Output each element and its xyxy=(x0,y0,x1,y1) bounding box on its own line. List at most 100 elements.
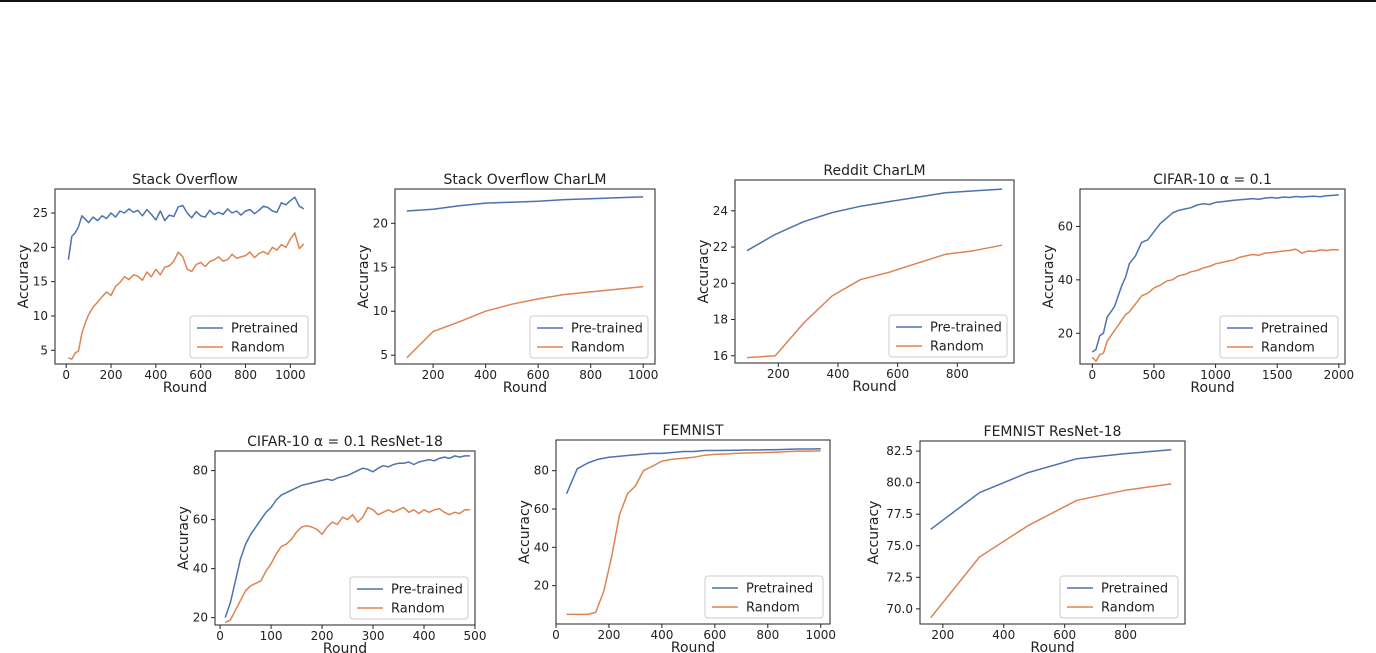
chart-so: Stack Overflow 0 200 400 600 800 1000 5 10 15 20 25… xyxy=(16,172,316,396)
x-tick-label: 400 xyxy=(474,368,497,382)
x-tick-label: 1000 xyxy=(1200,368,1231,382)
x-tick-label: 400 xyxy=(144,368,167,382)
series-line-random xyxy=(224,506,470,624)
chart-socharlm: Stack Overflow CharLM 200 400 600 800 1000 5 10… xyxy=(356,172,658,396)
y-tick-label: 20 xyxy=(33,240,48,254)
legend-label-pretrained: Pretrained xyxy=(746,582,813,597)
legend-label-pretrained: Pretrained xyxy=(231,322,298,337)
x-tick-label: 400 xyxy=(826,367,849,381)
chart-title: Reddit CharLM xyxy=(823,163,925,179)
y-tick-label: 60 xyxy=(534,502,549,516)
x-tick-label: 800 xyxy=(756,628,779,642)
legend-label-pre-trained: Pre-trained xyxy=(391,583,463,598)
y-tick-label: 18 xyxy=(713,313,728,327)
legend-label-random: Random xyxy=(571,341,625,356)
series-line-random xyxy=(746,244,1003,359)
plot-frame xyxy=(54,188,316,365)
chart-title: Stack Overflow CharLM xyxy=(443,172,606,188)
x-axis-label: Round xyxy=(671,640,715,653)
x-tick-label: 600 xyxy=(527,368,550,382)
x-tick-label: 1000 xyxy=(628,368,659,382)
x-tick-label: 2000 xyxy=(1324,368,1355,382)
y-tick-label: 15 xyxy=(33,275,48,289)
y-tick-label: 20 xyxy=(713,276,728,290)
x-tick-label: 600 xyxy=(189,368,212,382)
legend-label-random: Random xyxy=(1261,341,1315,356)
legend: Pre-trained Random xyxy=(888,314,1008,358)
legend-label-random: Random xyxy=(231,341,285,356)
series-line-random xyxy=(930,483,1172,619)
y-axis-label: Accuracy xyxy=(866,501,882,565)
x-axis-label: Round xyxy=(323,641,367,653)
legend: Pretrained Random xyxy=(704,575,824,619)
x-tick-label: 500 xyxy=(464,629,487,643)
y-tick-label: 40 xyxy=(193,562,208,576)
chart-title: CIFAR-10 α = 0.1 ResNet-18 xyxy=(247,434,443,450)
x-tick-label: 600 xyxy=(1053,628,1076,642)
y-axis-label: Accuracy xyxy=(696,240,712,304)
x-tick-label: 200 xyxy=(597,628,620,642)
series-line-pre-trained xyxy=(406,196,644,212)
series-line-random xyxy=(68,232,305,360)
y-tick-label: 72.5 xyxy=(886,570,913,584)
plot-frame xyxy=(394,188,656,365)
x-tick-label: 600 xyxy=(886,367,909,381)
chart-femnist-resnet: FEMNIST ResNet-18 200 400 600 800 70.0 72.5 75.… xyxy=(866,424,1186,653)
y-tick-label: 40 xyxy=(534,540,549,554)
y-tick-label: 5 xyxy=(380,348,388,362)
legend-label-random: Random xyxy=(391,602,445,617)
plot-frame xyxy=(919,440,1186,625)
x-tick-label: 1000 xyxy=(805,628,836,642)
x-axis-label: Round xyxy=(163,380,207,396)
chart-title: FEMNIST xyxy=(662,423,723,439)
y-tick-label: 20 xyxy=(1058,326,1073,340)
chart-title: Stack Overflow xyxy=(132,172,238,188)
chart-title: FEMNIST ResNet-18 xyxy=(984,424,1122,440)
y-tick-label: 16 xyxy=(713,349,728,363)
plot-frame xyxy=(1079,188,1346,365)
x-tick-label: 300 xyxy=(362,629,385,643)
series-line-random xyxy=(1091,248,1339,363)
legend: Pretrained Random xyxy=(1219,315,1339,359)
x-tick-label: 200 xyxy=(311,629,334,643)
plot-frame xyxy=(734,179,1015,364)
series-line-pretrained xyxy=(565,448,821,494)
x-tick-label: 200 xyxy=(422,368,445,382)
x-tick-label: 800 xyxy=(234,368,257,382)
chart-cifar-resnet: CIFAR-10 α = 0.1 ResNet-18 0 100 200 300 400 5… xyxy=(176,434,486,653)
x-tick-label: 400 xyxy=(413,629,436,643)
series-line-pre-trained xyxy=(224,455,470,618)
y-tick-label: 60 xyxy=(1058,219,1073,233)
chart-title: CIFAR-10 α = 0.1 xyxy=(1153,172,1272,188)
x-tick-label: 600 xyxy=(703,628,726,642)
y-axis-label: Accuracy xyxy=(1041,245,1057,309)
y-tick-label: 60 xyxy=(193,513,208,527)
x-tick-label: 100 xyxy=(260,629,283,643)
y-tick-label: 22 xyxy=(713,240,728,254)
series-line-pretrained xyxy=(930,449,1172,530)
x-tick-label: 400 xyxy=(650,628,673,642)
y-axis-label: Accuracy xyxy=(176,506,192,570)
x-tick-label: 0 xyxy=(62,368,70,382)
plot-frame xyxy=(214,450,476,626)
legend: Pretrained Random xyxy=(1059,575,1179,619)
legend-label-pretrained: Pretrained xyxy=(1261,322,1328,337)
legend-label-pre-trained: Pre-trained xyxy=(571,322,643,337)
x-tick-label: 800 xyxy=(1114,628,1137,642)
top-rule xyxy=(0,0,1376,2)
chart-reddit: Reddit CharLM 200 400 600 800 16 18 20 22 24 Round… xyxy=(696,163,1015,395)
x-tick-label: 400 xyxy=(992,628,1015,642)
y-tick-label: 24 xyxy=(713,204,728,218)
y-tick-label: 10 xyxy=(33,309,48,323)
legend: Pre-trained Random xyxy=(349,576,469,620)
legend-label-pre-trained: Pre-trained xyxy=(930,321,1002,336)
x-axis-label: Round xyxy=(1190,380,1234,396)
plot-frame xyxy=(555,439,831,625)
legend-label-random: Random xyxy=(1101,601,1155,616)
y-tick-label: 75.0 xyxy=(886,539,913,553)
x-tick-label: 0 xyxy=(552,628,560,642)
y-axis-label: Accuracy xyxy=(517,500,533,564)
series-line-pretrained xyxy=(1091,194,1339,353)
y-tick-label: 77.5 xyxy=(886,507,913,521)
